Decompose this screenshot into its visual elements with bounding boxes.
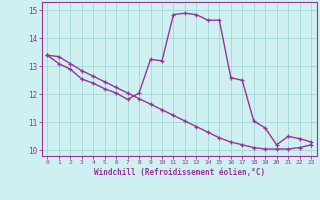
X-axis label: Windchill (Refroidissement éolien,°C): Windchill (Refroidissement éolien,°C) [94,168,265,177]
